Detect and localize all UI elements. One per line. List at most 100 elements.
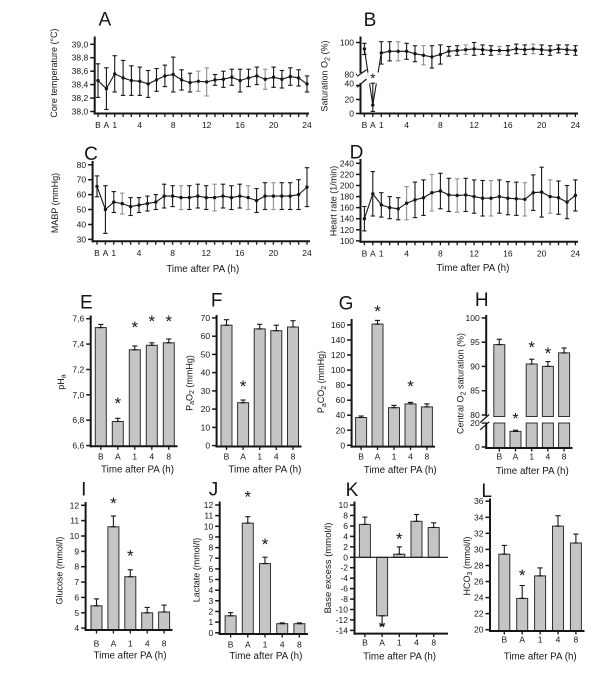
svg-text:12: 12 [202,120,212,130]
svg-text:Time after PA (h): Time after PA (h) [504,651,577,662]
svg-text:A: A [104,120,110,130]
svg-text:D: D [350,143,364,164]
svg-text:40: 40 [77,219,87,229]
svg-text:Time after PA (h): Time after PA (h) [496,466,569,477]
svg-text:80: 80 [77,160,87,170]
svg-text:0: 0 [205,441,210,451]
svg-text:16: 16 [503,120,513,130]
svg-text:4: 4 [208,585,213,595]
svg-text:20: 20 [345,95,355,105]
svg-text:*: * [396,530,403,549]
svg-text:1: 1 [529,452,534,462]
svg-text:A: A [103,248,109,258]
svg-text:0: 0 [343,552,348,562]
svg-text:24: 24 [571,120,581,130]
svg-text:PaO2 (mmHg): PaO2 (mmHg) [184,355,196,411]
svg-text:C: C [84,144,98,165]
svg-text:B: B [98,451,104,461]
svg-text:20: 20 [269,248,279,258]
svg-text:B: B [228,640,234,650]
svg-text:0: 0 [475,442,480,452]
svg-text:G: G [339,294,354,315]
svg-text:20: 20 [269,120,279,130]
svg-text:3: 3 [208,596,213,606]
svg-text:A: A [375,452,381,462]
svg-text:B: B [94,248,100,258]
svg-text:1: 1 [132,451,137,461]
svg-text:220: 220 [340,169,354,179]
svg-text:8: 8 [431,638,436,648]
svg-text:20: 20 [537,249,547,259]
svg-text:7,4: 7,4 [72,339,84,349]
svg-text:*: * [244,488,251,507]
svg-text:100: 100 [466,313,480,323]
svg-text:Core temperature (°C): Core temperature (°C) [49,28,59,117]
svg-text:B: B [95,120,101,130]
svg-text:B: B [362,249,368,259]
svg-text:4: 4 [280,640,285,650]
svg-text:16: 16 [503,249,513,259]
svg-text:-14: -14 [336,625,349,635]
svg-text:PaCO2 (mmHg): PaCO2 (mmHg) [316,351,328,413]
svg-text:1: 1 [257,452,262,462]
svg-text:12: 12 [201,248,211,258]
svg-text:24: 24 [302,248,312,258]
svg-text:Lactate (mmol/l): Lactate (mmol/l) [191,538,201,603]
svg-text:8: 8 [171,120,176,130]
svg-text:Glucose (mmol/l): Glucose (mmol/l) [55,537,65,605]
svg-text:50: 50 [201,349,211,359]
svg-text:4: 4 [414,638,419,648]
svg-text:12: 12 [469,120,479,130]
svg-text:Time after PA (h): Time after PA (h) [229,651,302,662]
svg-text:Time after PA (h): Time after PA (h) [363,651,436,662]
svg-text:4: 4 [145,638,150,648]
svg-text:9: 9 [74,546,79,556]
svg-text:22: 22 [474,609,484,619]
svg-text:A: A [111,638,117,648]
svg-text:B: B [362,120,368,130]
svg-text:20: 20 [537,120,547,130]
svg-text:140: 140 [331,335,345,345]
svg-text:Heart rate (1/min): Heart rate (1/min) [328,166,338,237]
svg-text:A: A [115,451,121,461]
svg-text:12: 12 [70,500,80,510]
svg-text:0: 0 [208,628,213,638]
svg-text:24: 24 [302,120,312,130]
svg-text:5: 5 [208,575,213,585]
svg-text:11: 11 [70,516,79,526]
svg-text:7,0: 7,0 [72,390,84,400]
svg-text:4: 4 [137,120,142,130]
svg-text:4: 4 [404,120,409,130]
svg-text:4: 4 [343,531,348,541]
svg-text:8: 8 [74,562,79,572]
svg-text:A: A [370,249,376,259]
svg-text:A: A [240,452,246,462]
svg-text:8: 8 [297,640,302,650]
svg-text:16: 16 [235,248,245,258]
svg-text:50: 50 [77,205,87,215]
svg-text:*: * [114,394,121,413]
svg-text:5: 5 [74,608,79,618]
svg-text:8: 8 [170,248,175,258]
svg-text:10: 10 [204,521,214,531]
svg-text:Time after PA (h): Time after PA (h) [166,264,239,275]
svg-text:7: 7 [74,577,79,587]
svg-text:7,2: 7,2 [72,364,84,374]
svg-text:32: 32 [474,528,484,538]
svg-text:8: 8 [291,452,296,462]
svg-text:30: 30 [201,386,211,396]
svg-text:80: 80 [345,70,355,80]
svg-text:6: 6 [343,521,348,531]
svg-text:-6: -6 [340,584,348,594]
svg-text:*: * [379,618,386,637]
svg-text:H: H [475,290,489,311]
svg-text:36: 36 [474,496,484,506]
svg-text:4: 4 [274,452,279,462]
svg-text:6: 6 [208,564,213,574]
svg-text:7,6: 7,6 [72,314,84,324]
svg-text:24: 24 [474,593,484,603]
svg-text:1: 1 [397,638,402,648]
svg-text:-10: -10 [336,605,349,615]
svg-text:J: J [209,479,219,500]
svg-text:6,6: 6,6 [72,441,84,451]
